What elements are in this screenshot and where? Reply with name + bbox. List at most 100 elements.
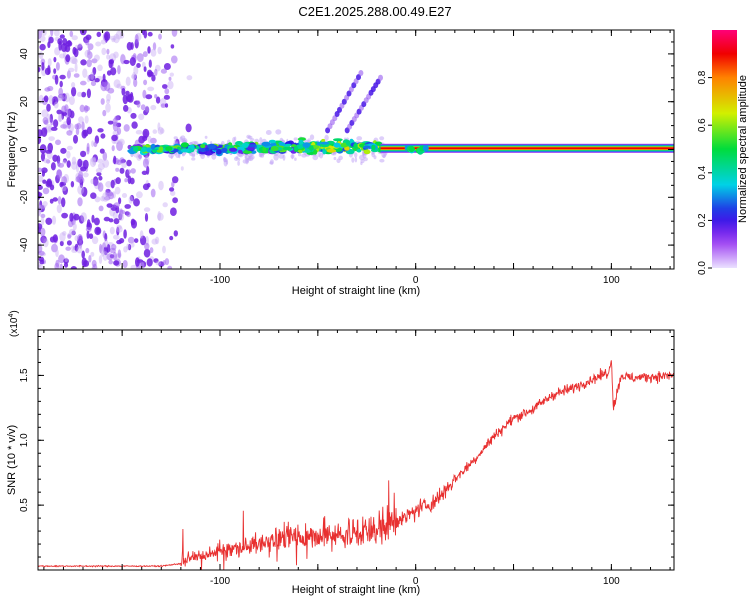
noise-blob bbox=[113, 33, 120, 44]
noise-blob bbox=[99, 148, 105, 154]
noise-blob bbox=[88, 74, 96, 82]
noise-blob bbox=[60, 124, 68, 129]
noise-blob bbox=[168, 76, 172, 81]
noise-blob bbox=[126, 169, 132, 174]
snr-scale-close: ) bbox=[9, 310, 20, 313]
carrier-blob bbox=[200, 144, 206, 149]
noise-blob bbox=[169, 187, 175, 192]
noise-blob bbox=[78, 215, 85, 224]
noise-blob bbox=[93, 141, 98, 148]
noise-blob bbox=[51, 243, 58, 253]
carrier-blob bbox=[333, 138, 343, 142]
noise-blob bbox=[106, 48, 110, 55]
noise-blob bbox=[127, 175, 132, 184]
carrier-blob bbox=[197, 148, 208, 152]
noise-blob bbox=[160, 103, 166, 108]
noise-blob bbox=[77, 197, 83, 207]
noise-blob bbox=[116, 226, 120, 236]
noise-blob bbox=[157, 122, 161, 131]
noise-blob bbox=[129, 57, 136, 66]
noise-blob bbox=[95, 41, 102, 47]
noise-blob bbox=[38, 264, 44, 269]
noise-blob bbox=[71, 156, 77, 165]
noise-blob bbox=[133, 78, 138, 88]
carrier-blob bbox=[220, 147, 228, 153]
carrier-blob bbox=[141, 147, 147, 153]
speckle bbox=[275, 129, 282, 135]
noise-blob bbox=[109, 247, 116, 254]
noise-blob bbox=[141, 61, 146, 68]
noise-blob bbox=[95, 168, 103, 174]
noise-blob bbox=[120, 53, 125, 59]
noise-blob bbox=[106, 253, 114, 261]
noise-blob bbox=[45, 124, 53, 133]
noise-blob bbox=[38, 192, 43, 197]
noise-blob bbox=[52, 197, 58, 202]
noise-blob bbox=[81, 250, 85, 259]
speckle bbox=[351, 157, 355, 163]
speckle bbox=[238, 158, 241, 161]
speckle bbox=[259, 137, 263, 144]
noise-blob bbox=[38, 66, 41, 73]
noise-blob bbox=[47, 126, 52, 132]
carrier-blob bbox=[298, 139, 304, 146]
noise-blob bbox=[123, 104, 129, 112]
noise-blob bbox=[98, 175, 103, 181]
noise-blob bbox=[170, 190, 176, 196]
noise-blob bbox=[126, 41, 133, 51]
noise-blob bbox=[155, 96, 161, 104]
noise-blob bbox=[162, 245, 166, 254]
spec-x-tick-label: 0 bbox=[413, 275, 419, 286]
colorbar-label: Normalized spectral amplitude bbox=[737, 75, 749, 223]
branch-blob bbox=[358, 70, 364, 76]
speckle bbox=[381, 151, 387, 158]
noise-blob bbox=[171, 55, 178, 64]
noise-blob bbox=[113, 202, 120, 208]
noise-blob bbox=[57, 94, 63, 101]
noise-blob bbox=[94, 78, 100, 83]
carrier-blob bbox=[146, 147, 152, 153]
noise-blob bbox=[59, 34, 65, 39]
noise-blob bbox=[107, 120, 114, 125]
noise-blob bbox=[141, 30, 145, 36]
noise-blob bbox=[150, 48, 157, 57]
noise-blob bbox=[129, 194, 135, 202]
noise-blob bbox=[143, 66, 147, 72]
noise-blob bbox=[55, 139, 61, 146]
spec-y-tick-label: 0 bbox=[19, 146, 30, 152]
noise-blob bbox=[136, 100, 141, 108]
noise-blob bbox=[57, 196, 62, 205]
noise-blob bbox=[173, 230, 178, 237]
noise-blob bbox=[62, 186, 68, 195]
speckle bbox=[170, 155, 173, 159]
noise-blob bbox=[66, 160, 71, 168]
noise-blob bbox=[38, 175, 44, 183]
noise-blob bbox=[142, 128, 150, 139]
noise-blob bbox=[106, 54, 111, 60]
noise-blob bbox=[130, 168, 136, 174]
noise-blob bbox=[71, 245, 76, 251]
noise-blob bbox=[97, 64, 103, 72]
noise-blob bbox=[130, 264, 138, 269]
noise-blob bbox=[59, 74, 66, 80]
snr-scale-label: (x104) bbox=[8, 310, 20, 337]
carrier-blob bbox=[298, 149, 303, 154]
carrier-blob bbox=[270, 145, 279, 152]
noise-blob bbox=[127, 243, 132, 251]
noise-blob bbox=[62, 159, 67, 165]
noise-blob bbox=[39, 227, 46, 237]
noise-blob bbox=[150, 137, 157, 144]
noise-blob bbox=[121, 193, 128, 198]
noise-blob bbox=[96, 227, 101, 234]
noise-blob bbox=[136, 53, 144, 63]
noise-blob bbox=[41, 127, 48, 137]
noise-blob bbox=[102, 109, 107, 117]
snr-scale-base: (x10 bbox=[9, 317, 20, 337]
snr-x-axis-label: Height of straight line (km) bbox=[292, 584, 420, 596]
noise-blob bbox=[42, 201, 48, 207]
carrier-blob bbox=[248, 144, 256, 148]
noise-blob bbox=[42, 117, 49, 125]
noise-blob bbox=[151, 74, 156, 82]
noise-blob bbox=[126, 243, 130, 251]
noise-blob bbox=[64, 92, 70, 103]
